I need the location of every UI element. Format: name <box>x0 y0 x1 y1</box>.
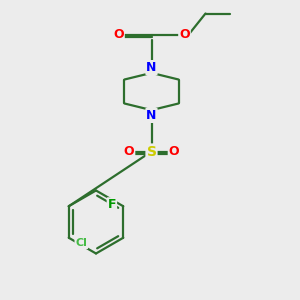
Text: O: O <box>169 145 179 158</box>
Text: O: O <box>124 145 134 158</box>
Text: Cl: Cl <box>75 238 87 248</box>
Text: O: O <box>113 28 124 41</box>
Text: F: F <box>108 198 116 211</box>
Text: N: N <box>146 61 157 74</box>
Text: O: O <box>179 28 190 41</box>
Text: S: S <box>146 145 157 158</box>
Text: N: N <box>146 109 157 122</box>
